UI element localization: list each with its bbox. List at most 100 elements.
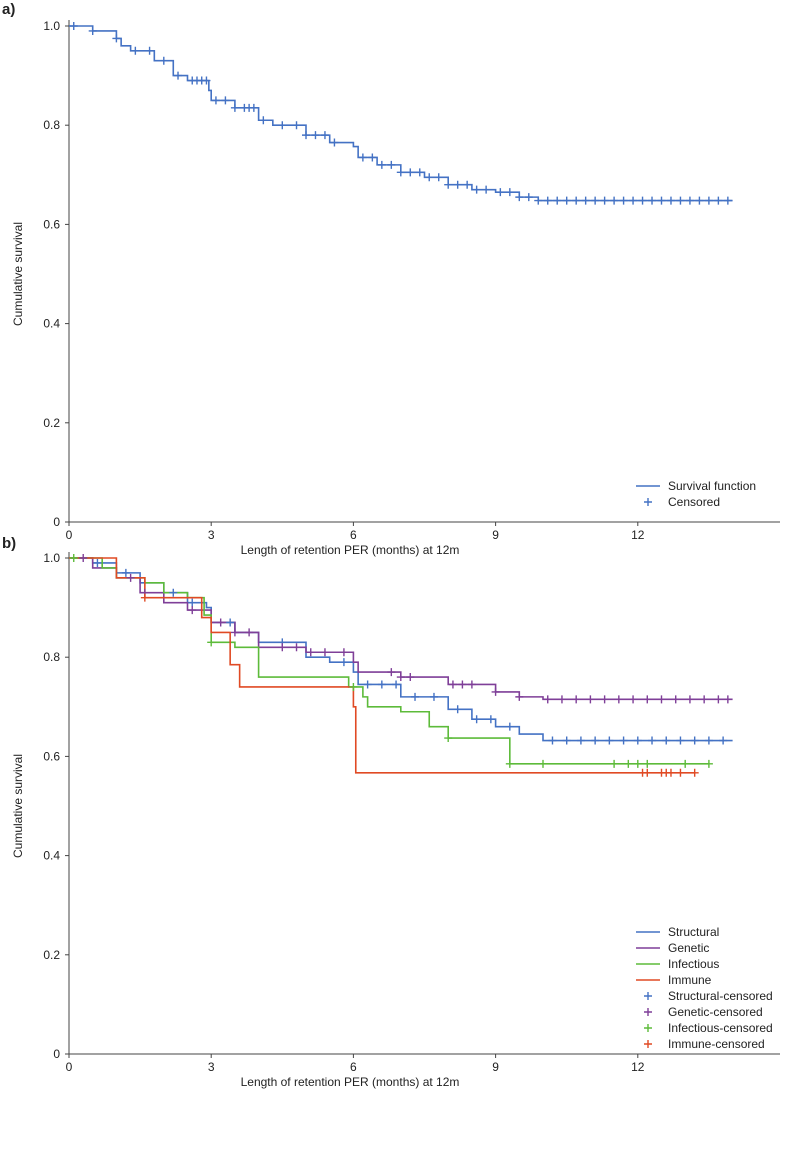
- censored-mark: [614, 695, 623, 704]
- censored-mark: [486, 715, 495, 724]
- censored-mark: [463, 180, 472, 189]
- censored-mark: [491, 687, 500, 696]
- legend-label: Genetic: [668, 941, 709, 955]
- censored-mark: [320, 648, 329, 657]
- x-axis-label: Length of retention PER (months) at 12m: [241, 1075, 460, 1089]
- censored-mark: [434, 173, 443, 182]
- censored-mark: [723, 695, 732, 704]
- censored-mark: [278, 643, 287, 652]
- legend-label: Infectious-censored: [668, 1021, 773, 1035]
- censored-mark: [619, 196, 628, 205]
- censored-mark: [624, 759, 633, 768]
- censored-mark: [131, 46, 140, 55]
- x-tick-label: 9: [492, 1060, 499, 1074]
- x-axis-label: Length of retention PER (months) at 12m: [241, 543, 460, 557]
- censored-mark: [126, 573, 135, 582]
- censored-mark: [311, 131, 320, 140]
- censored-mark: [505, 722, 514, 731]
- legend-label: Infectious: [668, 957, 719, 971]
- censored-mark: [444, 180, 453, 189]
- censored-mark: [259, 116, 268, 125]
- censored-mark: [629, 196, 638, 205]
- legend-label: Structural: [668, 925, 719, 939]
- censored-mark: [292, 643, 301, 652]
- legend-label: Censored: [668, 495, 720, 509]
- y-tick-label: 0: [53, 1047, 60, 1061]
- censored-mark: [482, 185, 491, 194]
- censored-mark: [392, 680, 401, 689]
- censored-mark: [648, 736, 657, 745]
- censored-mark: [719, 736, 728, 745]
- censored-mark: [714, 695, 723, 704]
- censored-mark: [648, 196, 657, 205]
- censored-mark: [704, 736, 713, 745]
- legend-label: Immune: [668, 973, 712, 987]
- survival-line-infectious: [69, 557, 709, 765]
- censored-mark: [112, 34, 121, 43]
- censored-mark: [539, 759, 547, 768]
- censored-mark: [714, 196, 723, 205]
- censored-mark: [586, 695, 595, 704]
- censored-mark: [676, 768, 685, 777]
- y-tick-label: 0: [53, 515, 60, 529]
- survival-line-immune: [69, 557, 695, 774]
- censored-mark: [202, 76, 211, 85]
- censored-mark: [548, 736, 557, 745]
- censored-mark: [145, 46, 154, 55]
- y-tick-label: 0.8: [43, 118, 60, 132]
- censored-mark: [515, 692, 524, 701]
- censored-mark: [140, 593, 149, 602]
- x-tick-label: 3: [208, 1060, 215, 1074]
- x-tick-label: 12: [631, 528, 645, 542]
- y-tick-label: 0.2: [43, 416, 60, 430]
- x-tick-label: 9: [492, 528, 499, 542]
- censored-mark: [572, 196, 581, 205]
- censored-mark: [429, 692, 438, 701]
- censored-mark: [472, 715, 481, 724]
- censored-mark: [211, 96, 220, 105]
- censored-mark: [249, 103, 258, 112]
- x-tick-label: 0: [66, 1060, 73, 1074]
- censored-mark: [610, 196, 619, 205]
- panel-label: b): [2, 535, 16, 552]
- censored-mark: [453, 705, 462, 714]
- censored-mark: [534, 196, 543, 205]
- censored-mark: [591, 736, 600, 745]
- censored-mark: [387, 160, 396, 169]
- censored-mark: [188, 598, 197, 607]
- censored-mark: [453, 180, 462, 189]
- censored-mark: [591, 196, 600, 205]
- legend-plus-icon: [644, 1024, 652, 1032]
- legend-label: Genetic-censored: [668, 1005, 763, 1019]
- y-tick-label: 0.6: [43, 217, 60, 231]
- legend-plus-icon: [644, 498, 652, 506]
- y-tick-label: 1.0: [43, 19, 60, 33]
- censored-mark: [685, 196, 694, 205]
- censored-mark: [605, 736, 614, 745]
- censored-mark: [444, 734, 453, 743]
- y-axis-label: Cumulative survival: [11, 754, 25, 858]
- censored-mark: [406, 168, 415, 177]
- censored-mark: [226, 618, 235, 627]
- censored-mark: [230, 103, 239, 112]
- censored-mark: [633, 759, 642, 768]
- censored-mark: [581, 196, 590, 205]
- legend-label: Structural-censored: [668, 989, 773, 1003]
- censored-mark: [245, 628, 254, 637]
- censored-mark: [207, 638, 216, 647]
- censored-mark: [553, 196, 562, 205]
- censored-mark: [600, 695, 609, 704]
- censored-mark: [472, 185, 481, 194]
- censored-mark: [671, 695, 680, 704]
- censored-mark: [704, 196, 713, 205]
- censored-mark: [79, 554, 88, 562]
- censored-mark: [657, 196, 666, 205]
- censored-mark: [676, 196, 685, 205]
- censored-mark: [576, 736, 585, 745]
- censored-mark: [121, 568, 130, 577]
- censored-mark: [93, 558, 102, 567]
- censored-mark: [174, 71, 183, 80]
- censored-mark: [415, 168, 424, 177]
- y-tick-label: 0.8: [43, 650, 60, 664]
- y-tick-label: 0.4: [43, 317, 60, 331]
